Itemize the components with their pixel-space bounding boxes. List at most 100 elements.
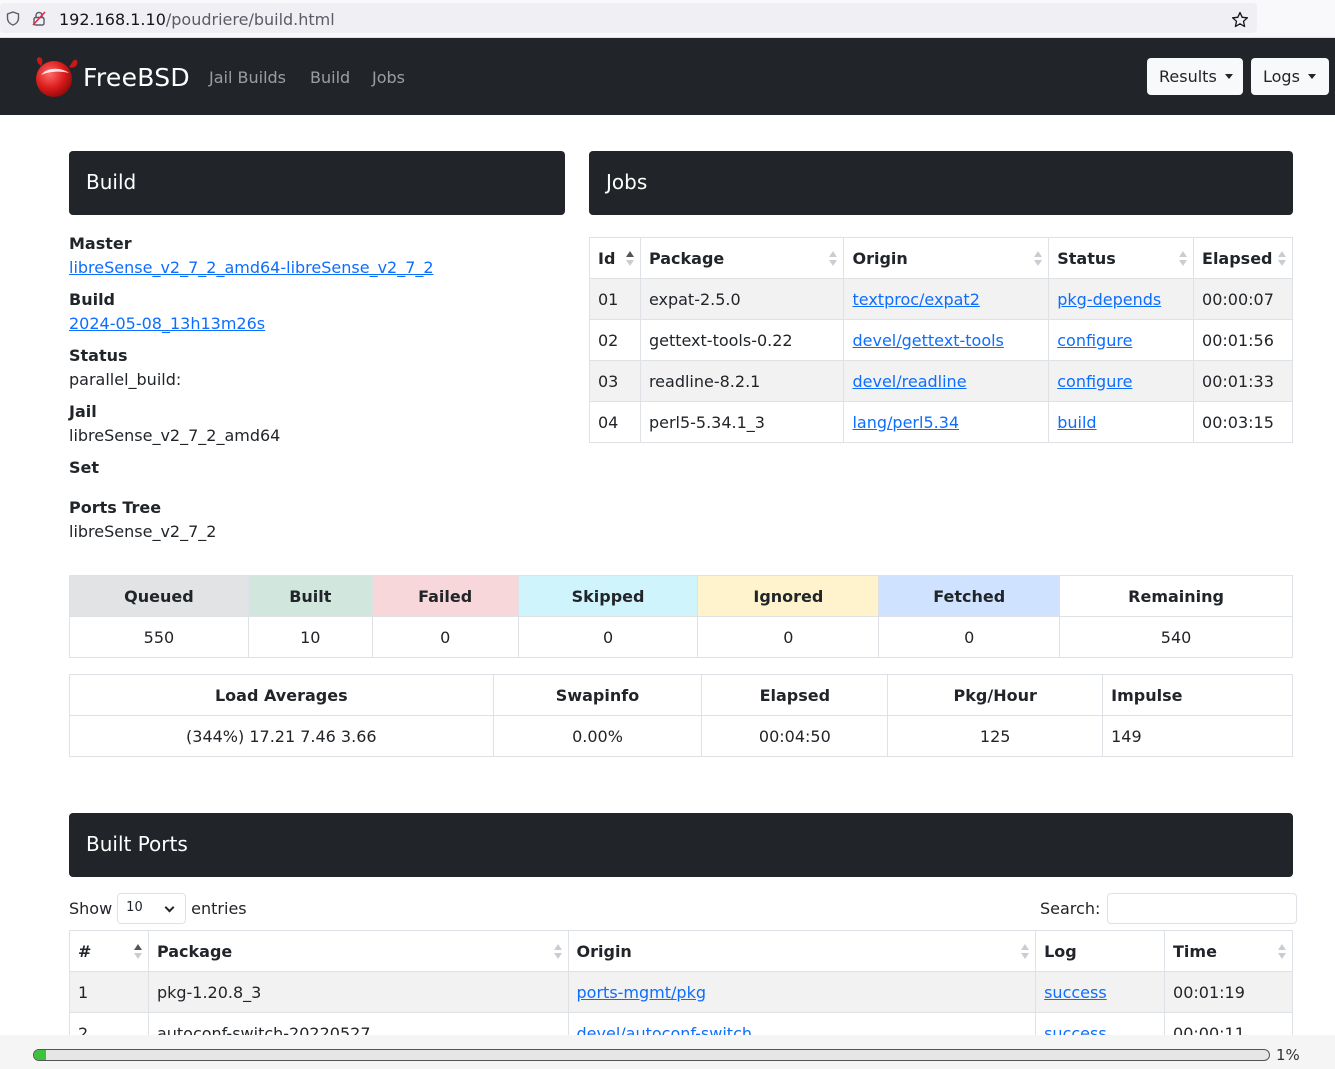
job-status-link[interactable]: pkg-depends — [1057, 289, 1162, 309]
jobs-col-origin[interactable]: Origin — [843, 237, 1050, 279]
load-averages-value: (344%) 17.21 7.46 3.66 — [69, 715, 494, 757]
progress-fill — [34, 1050, 47, 1060]
job-id: 03 — [589, 360, 641, 402]
job-package: gettext-tools-0.22 — [639, 319, 845, 361]
table-row: 04 perl5-5.34.1_3 lang/perl5.34 build 00… — [589, 401, 1293, 443]
ports-col-time[interactable]: Time — [1164, 930, 1293, 972]
results-dropdown-button[interactable]: Results — [1147, 58, 1243, 95]
logs-label: Logs — [1263, 67, 1300, 86]
load-averages-label: Load Averages — [69, 674, 494, 716]
job-status-link[interactable]: build — [1057, 412, 1097, 432]
sort-icon — [625, 251, 634, 267]
jobs-col-status-label: Status — [1057, 248, 1116, 268]
job-origin-link[interactable]: devel/readline — [852, 371, 967, 391]
stat-built-label: Built — [247, 575, 373, 617]
job-origin-link[interactable]: textproc/expat2 — [852, 289, 980, 309]
stat-failed-label: Failed — [371, 575, 519, 617]
job-elapsed: 00:01:56 — [1193, 319, 1293, 361]
stat-remaining-label: Remaining — [1059, 575, 1293, 617]
table-row: 01 expat-2.5.0 textproc/expat2 pkg-depen… — [589, 278, 1293, 320]
jobs-col-id-label: Id — [598, 248, 616, 268]
search-input[interactable] — [1107, 893, 1298, 924]
port-origin-link[interactable]: ports-mgmt/pkg — [576, 982, 706, 1002]
jobs-col-id[interactable]: Id — [589, 237, 641, 279]
progress-bar — [33, 1049, 1270, 1061]
show-label: Show — [69, 899, 113, 918]
build-details: Master libreSense_v2_7_2_amd64-libreSens… — [69, 232, 565, 552]
stat-skipped-label: Skipped — [517, 575, 699, 617]
master-label: Master — [69, 234, 132, 253]
entries-select-value: 10 — [126, 900, 143, 915]
jail-value: libreSense_v2_7_2_amd64 — [69, 426, 281, 445]
stat-failed-value: 0 — [371, 616, 519, 658]
entries-label: entries — [191, 899, 247, 918]
navbar: FreeBSD Jail Builds Build Jobs Results L… — [0, 38, 1335, 115]
url-text[interactable]: 192.168.1.10/poudriere/build.html — [59, 10, 335, 29]
sort-icon — [133, 944, 142, 960]
sort-icon — [1034, 251, 1043, 267]
entries-length-control: Show 10 entries — [69, 893, 247, 924]
job-package: readline-8.2.1 — [639, 360, 845, 402]
jobs-col-elapsed[interactable]: Elapsed — [1193, 237, 1293, 279]
impulse-value: 149 — [1102, 715, 1293, 757]
nav-build[interactable]: Build — [310, 68, 351, 87]
job-id: 04 — [589, 401, 641, 443]
ports-col-log[interactable]: Log — [1035, 930, 1166, 972]
insecure-lock-icon[interactable] — [32, 11, 46, 26]
ports-col-origin-label: Origin — [576, 941, 632, 961]
job-origin-link[interactable]: lang/perl5.34 — [852, 412, 960, 432]
nav-jobs[interactable]: Jobs — [372, 68, 405, 87]
jobs-col-status[interactable]: Status — [1048, 237, 1195, 279]
results-label: Results — [1159, 67, 1217, 86]
entries-select[interactable]: 10 — [117, 893, 187, 924]
ports-col-origin[interactable]: Origin — [567, 930, 1037, 972]
master-link[interactable]: libreSense_v2_7_2_amd64-libreSense_v2_7_… — [69, 258, 434, 277]
ports-col-package[interactable]: Package — [147, 930, 569, 972]
sort-icon — [553, 944, 562, 960]
browser-url-bar: 192.168.1.10/poudriere/build.html — [0, 0, 1335, 38]
load-stats-table: Load Averages Swapinfo Elapsed Pkg/Hour … — [69, 674, 1293, 757]
jobs-col-origin-label: Origin — [852, 248, 908, 268]
search-label: Search: — [1040, 899, 1101, 918]
job-status-link[interactable]: configure — [1057, 371, 1133, 391]
table-row: 1 pkg-1.20.8_3 ports-mgmt/pkg success 00… — [69, 971, 1293, 1013]
build-header: Build — [69, 151, 565, 215]
build-link[interactable]: 2024-05-08_13h13m26s — [69, 314, 266, 333]
elapsed-value: 00:04:50 — [701, 715, 889, 757]
chevron-down-icon — [164, 902, 175, 913]
jobs-col-elapsed-label: Elapsed — [1202, 248, 1273, 268]
sort-icon — [1021, 944, 1030, 960]
stat-ignored-label: Ignored — [697, 575, 880, 617]
job-package: perl5-5.34.1_3 — [639, 401, 845, 443]
ports-col-package-label: Package — [156, 941, 233, 961]
job-elapsed: 00:01:33 — [1193, 360, 1293, 402]
freebsd-daemon-logo-icon — [36, 57, 78, 97]
job-elapsed: 00:00:07 — [1193, 278, 1293, 320]
build-label: Build — [69, 290, 116, 309]
nav-jail-builds[interactable]: Jail Builds — [209, 68, 286, 87]
bookmark-star-icon[interactable] — [1231, 11, 1249, 29]
stat-queued-value: 550 — [69, 616, 249, 658]
status-value: parallel_build: — [69, 370, 182, 389]
port-num: 1 — [69, 971, 149, 1013]
elapsed-label: Elapsed — [701, 674, 889, 716]
swapinfo-value: 0.00% — [492, 715, 703, 757]
job-package: expat-2.5.0 — [639, 278, 845, 320]
ports-col-log-label: Log — [1044, 941, 1077, 961]
jobs-col-package[interactable]: Package — [639, 237, 845, 279]
job-origin-link[interactable]: devel/gettext-tools — [852, 330, 1004, 350]
shield-icon[interactable] — [6, 11, 20, 26]
port-log-link[interactable]: success — [1044, 982, 1107, 1002]
ports-col-time-label: Time — [1173, 941, 1217, 961]
brand-logo[interactable]: FreeBSD — [33, 55, 190, 99]
caret-down-icon — [1307, 74, 1316, 79]
address-box[interactable]: 192.168.1.10/poudriere/build.html — [0, 3, 1257, 33]
jobs-header: Jobs — [589, 151, 1293, 215]
jail-label: Jail — [69, 402, 97, 421]
job-id: 01 — [589, 278, 641, 320]
logs-dropdown-button[interactable]: Logs — [1251, 58, 1329, 95]
stat-built-value: 10 — [247, 616, 373, 658]
ports-col-num[interactable]: # — [69, 930, 149, 972]
job-status-link[interactable]: configure — [1057, 330, 1133, 350]
built-ports-header: Built Ports — [69, 813, 1293, 877]
